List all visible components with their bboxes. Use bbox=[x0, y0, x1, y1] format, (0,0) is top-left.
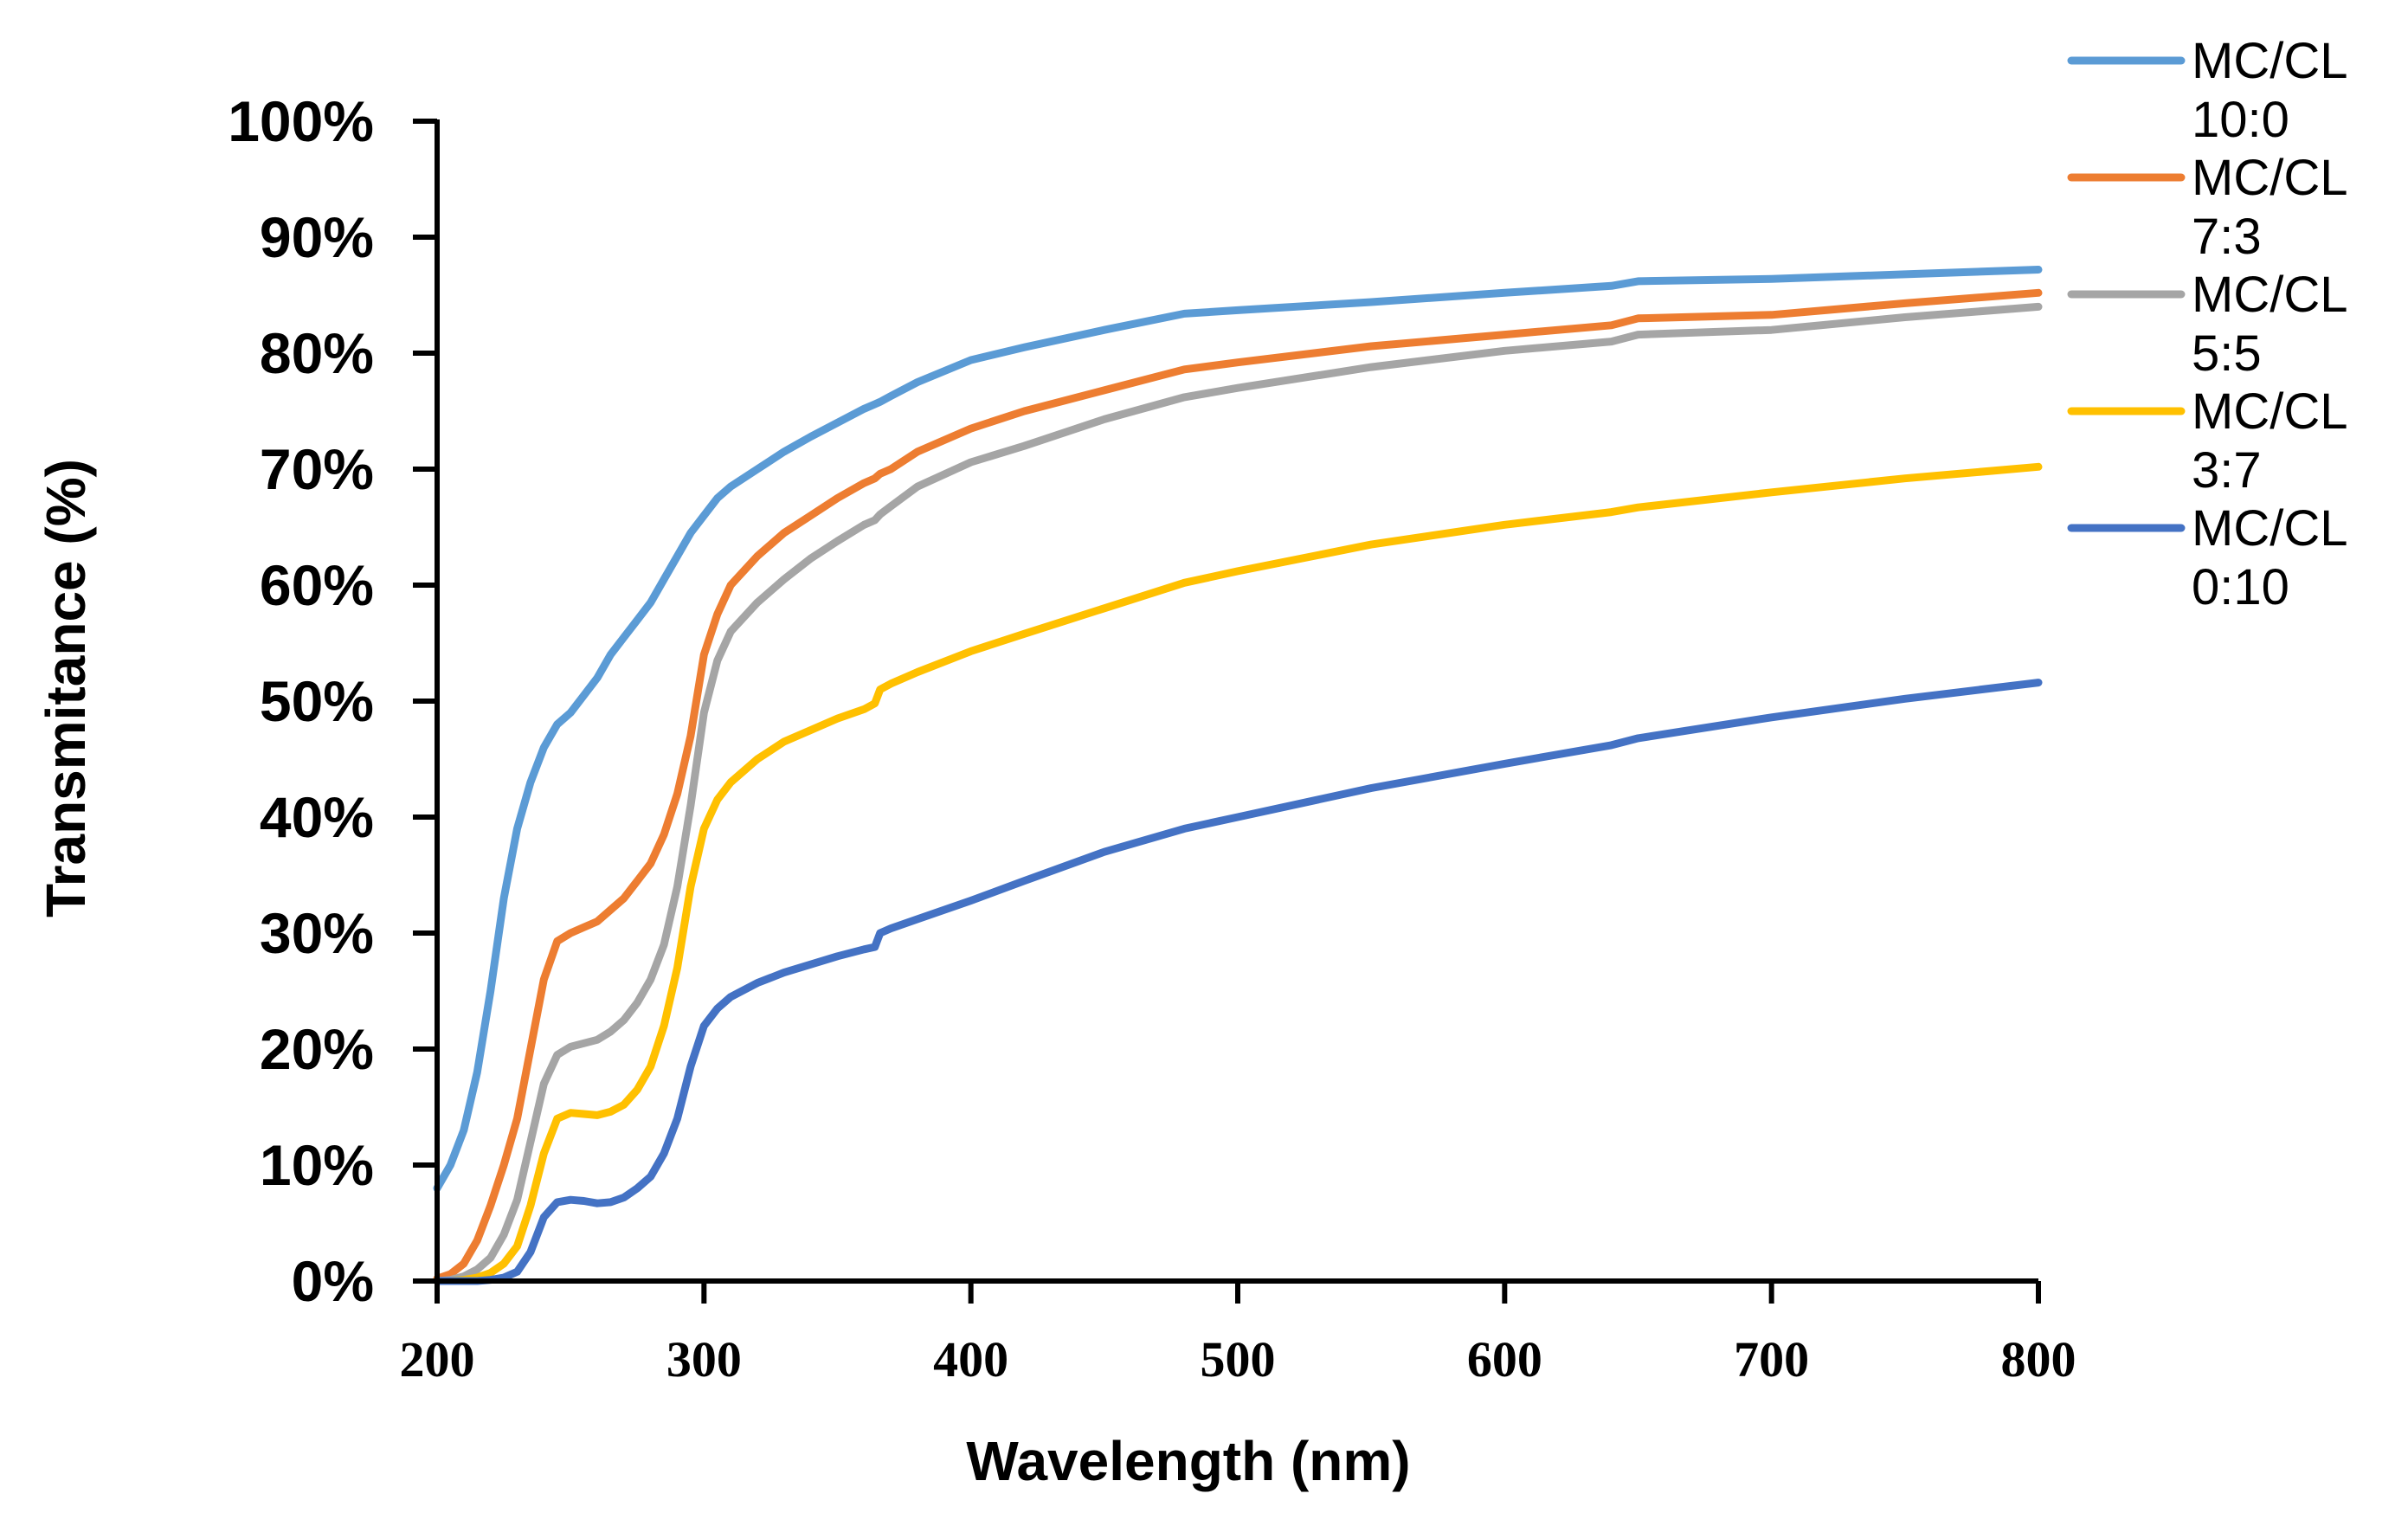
legend-label: MC/CL bbox=[2192, 150, 2347, 206]
x-tick-label: 500 bbox=[1201, 1331, 1276, 1387]
y-tick-label: 60% bbox=[260, 553, 374, 617]
series-line-4 bbox=[433, 462, 2043, 1285]
y-tick-label: 40% bbox=[260, 785, 374, 849]
y-tick-label: 10% bbox=[260, 1133, 374, 1197]
y-tick-label: 100% bbox=[228, 89, 374, 153]
legend-label: 3:7 bbox=[2192, 442, 2262, 499]
y-tick-label: 30% bbox=[260, 901, 374, 965]
x-tick-label: 300 bbox=[666, 1331, 742, 1387]
x-tick-label: 200 bbox=[400, 1331, 475, 1387]
legend-label: 10:0 bbox=[2192, 92, 2289, 148]
legend: MC/CL10:0MC/CL7:3MC/CL5:5MC/CL3:7MC/CL0:… bbox=[2067, 33, 2347, 615]
x-tick-label: 800 bbox=[2001, 1331, 2076, 1387]
x-axis-title: Wavelength (nm) bbox=[966, 1430, 1410, 1492]
y-axis-title: Transmitance (%) bbox=[35, 459, 97, 917]
axes bbox=[435, 119, 2038, 1284]
legend-label: 0:10 bbox=[2192, 559, 2289, 615]
legend-label: 5:5 bbox=[2192, 325, 2262, 382]
legend-label: MC/CL bbox=[2192, 267, 2347, 323]
series-line-5 bbox=[433, 679, 2043, 1285]
x-tick-label: 600 bbox=[1467, 1331, 1542, 1387]
series-line-3 bbox=[433, 302, 2043, 1285]
legend-label: MC/CL bbox=[2192, 33, 2347, 89]
x-axis-ticks: 200 300 400 500 600 700 800 bbox=[400, 1281, 2076, 1387]
series-line-2 bbox=[433, 288, 2043, 1283]
legend-label: MC/CL bbox=[2192, 500, 2347, 557]
y-tick-label: 80% bbox=[260, 321, 374, 385]
y-tick-label: 20% bbox=[260, 1017, 374, 1081]
y-tick-label: 70% bbox=[260, 437, 374, 501]
plot-lines bbox=[433, 266, 2043, 1285]
y-tick-label: 0% bbox=[292, 1249, 374, 1313]
y-tick-label: 50% bbox=[260, 669, 374, 733]
y-tick-label: 90% bbox=[260, 205, 374, 269]
legend-label: 7:3 bbox=[2192, 209, 2262, 265]
legend-label: MC/CL bbox=[2192, 383, 2347, 440]
x-tick-label: 400 bbox=[933, 1331, 1008, 1387]
x-tick-label: 700 bbox=[1734, 1331, 1809, 1387]
series-line-1 bbox=[433, 266, 2043, 1193]
y-axis-ticks: 0% 10% 20% 30% 40% 50% 60% 70% 80% 90% 100% bbox=[228, 89, 437, 1313]
